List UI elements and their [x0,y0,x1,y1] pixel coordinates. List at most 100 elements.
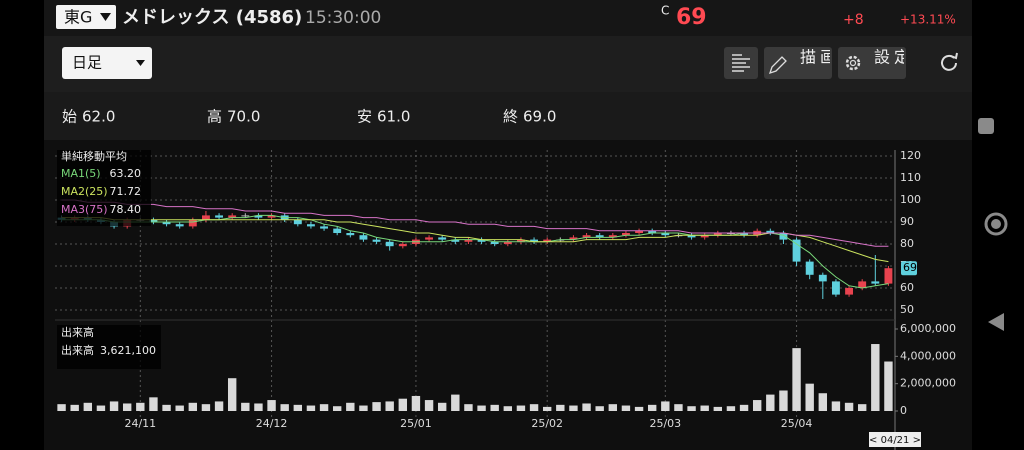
candle-body [372,239,381,242]
ma-line [61,199,889,247]
candle-body [241,215,250,217]
y-tick-label: 4,000,000 [900,349,956,362]
volume-bar [280,404,289,411]
y-tick-label: 60 [900,281,914,294]
y-tick-label: 110 [900,171,921,184]
volume-bar [608,404,618,411]
candle-body [792,239,801,262]
candle-body [385,241,394,247]
volume-bar [792,348,801,411]
volume-bar [437,402,447,411]
candle-body [175,224,184,227]
volume-value: 3,621,100 [100,344,156,357]
volume-bar [188,402,198,411]
volume-bar [346,402,355,411]
legend-value: 63.20 [110,167,142,180]
volume-bar [831,401,841,411]
volume-bar [306,405,316,411]
volume-bar [661,401,670,411]
volume-label: 出来高 [61,343,94,357]
volume-bar [700,405,709,411]
exchange-select[interactable] [56,5,116,29]
y-tick-label: 90 [900,215,914,228]
ohlc-label: 終 [503,108,518,126]
settings-button[interactable] [838,47,906,79]
volume-bar [451,394,460,411]
volume-bar [332,406,342,411]
legend-box [57,325,161,369]
legend-name: MA1(5) [61,167,101,180]
period-select[interactable] [62,47,152,79]
candle-body [438,237,447,240]
refresh-arrow [950,52,958,60]
ohlc-label: 安 [357,108,372,126]
volume-bar [871,344,880,411]
nav-back[interactable] [988,313,1004,331]
dropdown-arrow [100,13,111,21]
candle-body [477,239,486,242]
volume-bar [582,403,591,411]
draw-button[interactable] [764,47,832,79]
volume-bar [149,397,158,411]
candle-body [622,233,630,236]
c-label: C [661,4,669,18]
ohlc-label: 高 [207,108,222,126]
candle-body [293,219,302,225]
refresh-icon[interactable] [941,54,957,71]
y-tick-label: 2,000,000 [900,377,956,390]
volume-bar [464,404,473,411]
candle-body [832,281,840,295]
volume-bar [529,404,539,411]
legend-value: 78.40 [110,203,142,216]
candle-body [530,239,538,242]
volume-bar [214,401,224,411]
volume-bar [267,400,276,411]
time: 15:30:00 [305,8,381,28]
candle-body [359,235,368,240]
volume-bar [385,401,394,411]
pencil-icon [768,56,787,75]
price: 69 [676,5,707,30]
candle-body [490,241,499,244]
change-pct: +13.11% [900,13,956,27]
candle-body [661,233,670,236]
candle-body [635,230,643,233]
nav-home-dot [991,219,1001,229]
y-tick-label: 6,000,000 [900,322,956,335]
volume-bar [254,403,263,411]
candle-body [845,288,853,295]
volume-bar [779,390,788,411]
x-tick-label: 25/01 [400,417,432,430]
candle-body [254,215,263,218]
candle-body [307,224,315,227]
candle-body [202,215,210,220]
volume-bar [621,405,631,411]
chart-bg [44,140,972,450]
candle-body [188,219,197,227]
volume-bar [293,404,303,411]
candle-body [648,230,657,233]
volume-bar [175,405,184,411]
volume-bar [766,394,775,411]
list-icon [732,54,750,72]
volume-bar [857,404,867,411]
volume-bar [477,405,486,411]
volume-bar [411,395,421,411]
candle-body [740,233,748,236]
nav-recent[interactable] [978,118,994,134]
volume-bar [818,393,828,411]
volume-bar [162,404,171,411]
volume-bar [359,405,368,411]
candle-body [267,215,276,218]
volume-bar [398,398,408,411]
volume-bar [227,378,237,411]
volume-bar [647,404,657,411]
volume-bar [844,402,854,411]
candle-body [215,215,223,218]
y-tick-label: 120 [900,149,921,162]
nav-home[interactable] [984,212,1008,236]
ohlc-value: 61.0 [377,108,410,126]
candle-body [162,222,171,225]
legend-value: 71.72 [110,185,142,198]
